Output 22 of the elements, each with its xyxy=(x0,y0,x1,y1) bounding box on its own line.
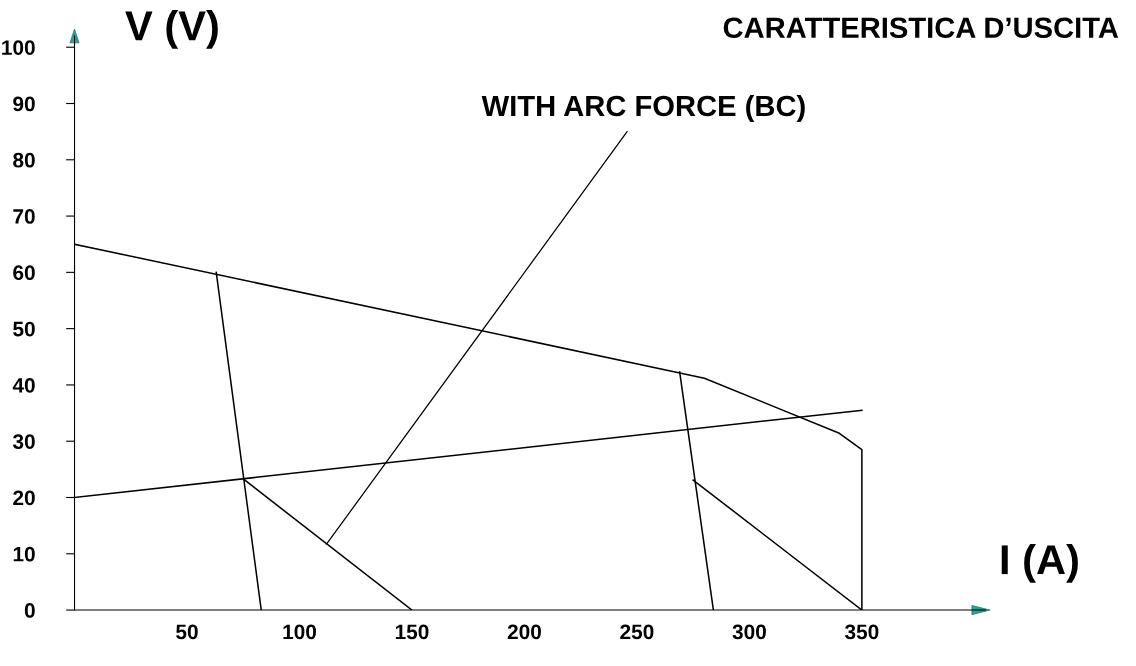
y-tick-label: 0 xyxy=(24,603,35,618)
x-tick-label: 50 xyxy=(176,624,198,640)
y-axis-title: V (V) xyxy=(125,9,218,49)
y-tick-label: 20 xyxy=(13,490,35,506)
x-tick-label: 150 xyxy=(395,624,429,640)
y-tick-label: 60 xyxy=(13,265,35,281)
y-tick-label: 10 xyxy=(13,546,35,562)
x-tick-label: 100 xyxy=(283,624,317,640)
x-tick-label: 350 xyxy=(844,624,879,640)
x-tick-label: 250 xyxy=(620,624,654,640)
y-tick-label: 50 xyxy=(13,321,35,337)
x-tick-label: 200 xyxy=(507,624,541,640)
x-axis-title: I (A) xyxy=(1001,543,1078,583)
x-tick-label: 300 xyxy=(732,624,766,640)
chart-title: CARATTERISTICA D’USCITA xyxy=(723,17,1119,39)
y-tick-label: 80 xyxy=(13,152,35,168)
y-tick-label: 100 xyxy=(2,40,35,55)
y-tick-label: 30 xyxy=(12,434,35,449)
y-tick-label: 70 xyxy=(13,209,35,224)
annotation: WITH ARC FORCE (BC) xyxy=(481,94,805,123)
y-tick-label: 90 xyxy=(13,96,35,112)
y-tick-label: 40 xyxy=(12,377,35,393)
